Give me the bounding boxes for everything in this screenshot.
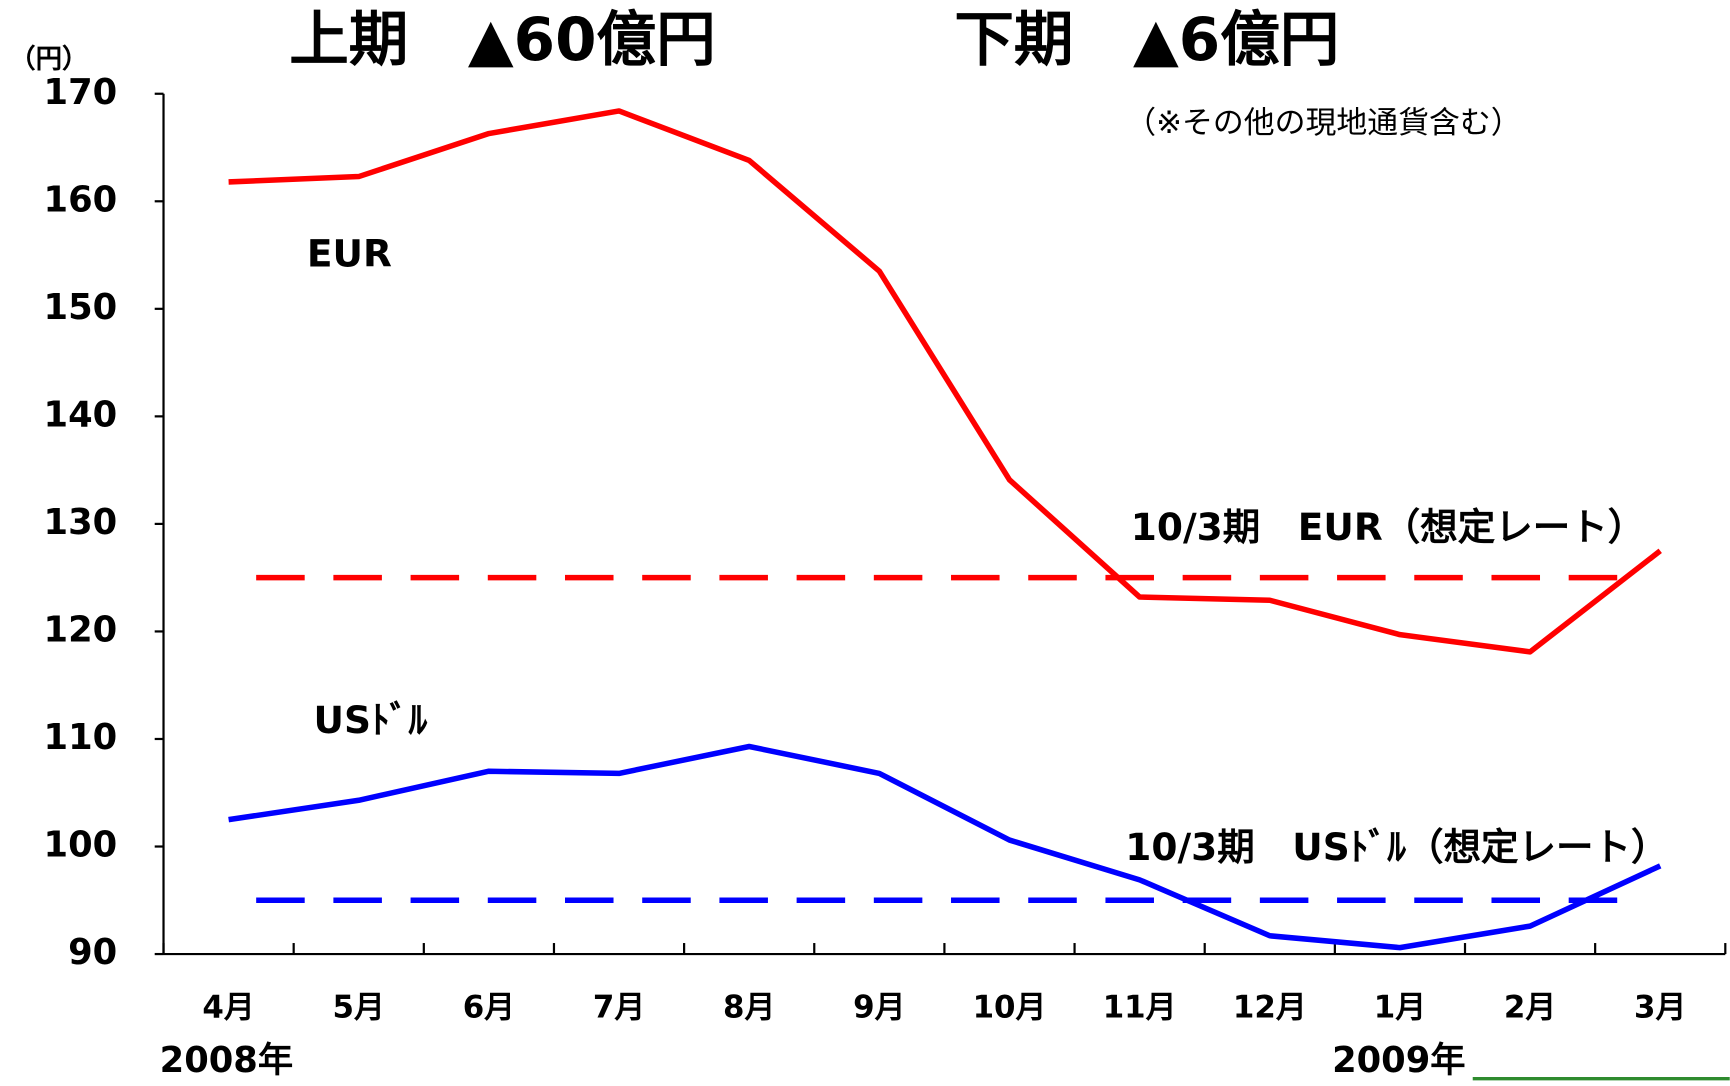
x-tick-label: 5月 [333,990,385,1026]
x-tick-label: 12月 [1233,990,1307,1026]
y-tick-label: 100 [44,825,118,866]
series-line [228,743,1662,951]
series-line [228,108,1662,655]
y-tick-label: 130 [44,502,118,543]
x-tick-label: 7月 [593,990,645,1026]
y-tick-label: 140 [44,394,118,435]
x-tick-label: 6月 [463,990,515,1026]
y-tick-label: 150 [44,287,118,328]
x-tick-label: 4月 [202,990,254,1026]
y-tick-label: 170 [44,72,118,113]
x-tick-label: 3月 [1634,990,1686,1026]
y-tick-label: 90 [68,932,117,973]
x-tick-label: 9月 [853,990,905,1026]
y-tick-label: 110 [44,717,118,758]
x-tick-label: 1月 [1374,990,1426,1026]
y-tick-label: 120 [44,609,118,650]
y-tick-label: 160 [44,179,118,220]
note: （※その他の現地通貨含む） [1125,105,1521,141]
series-label: USﾄﾞﾙ [314,698,428,742]
x-tick-label: 8月 [723,990,775,1026]
x-tick-label: 2月 [1504,990,1556,1026]
reference-label: 10/3期 USﾄﾞﾙ（想定レート） [1125,825,1668,869]
reference-label: 10/3期 EUR（想定レート） [1131,505,1645,549]
x-tick-label: 11月 [1103,990,1177,1026]
chart-title: 上期 ▲60億円 [289,6,715,75]
series-label: EUR [307,231,392,275]
y-unit: （円） [9,44,88,75]
year-label: 2009年 [1332,1040,1465,1081]
x-tick-label: 10月 [973,990,1047,1026]
year-label: 2008年 [160,1040,293,1081]
chart-title: 下期 ▲6億円 [954,6,1339,75]
